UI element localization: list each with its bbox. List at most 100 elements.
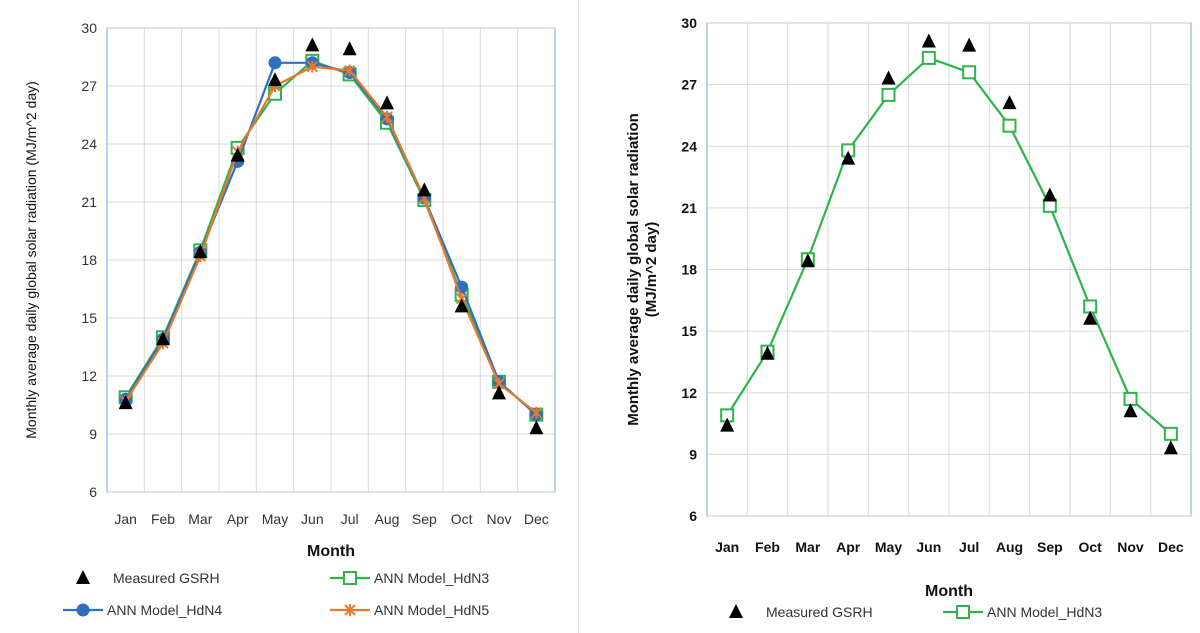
chart0-xtick-label: Feb [151, 511, 175, 527]
chart0-ytick-label: 27 [81, 78, 97, 94]
chart0-series-0 [118, 37, 544, 435]
chart0-legend-item-0: Measured GSRH [76, 570, 220, 586]
chart1-series-0-point [881, 70, 896, 85]
chart1-series-1-point [1163, 426, 1178, 441]
chart1-series-0-point [720, 417, 735, 432]
chart0-xtick-label: Mar [188, 511, 212, 527]
chart0-legend-label-0: Measured GSRH [113, 570, 220, 586]
chart0-legend-label-2: ANN Model_HdN4 [107, 602, 222, 618]
chart0-xtick-label: Jan [114, 511, 137, 527]
chart1-ytick-label: 18 [681, 262, 697, 278]
chart0-ytick-label: 9 [89, 426, 97, 442]
chart1-xtick-label: Nov [1117, 539, 1144, 555]
chart1-xtick-label: May [875, 539, 902, 555]
chart0-xtick-label: Dec [524, 511, 549, 527]
chart1-xtick-label: Jun [916, 539, 941, 555]
chart1-legend-item-1: ANN Model_HdN3 [943, 604, 1102, 620]
chart1-series-1-point [921, 50, 936, 65]
chart1-xtick-label: Jan [715, 539, 739, 555]
chart1-series-1-line [726, 56, 1172, 435]
chart0-series-0-point [156, 331, 170, 346]
chart0-series-3-point [381, 110, 393, 123]
chart-left: 6 9 12 15 18 21 24 27 30 Jan Feb Mar Apr May Jun Jul Aug… [23, 20, 556, 618]
chart1-legend-item-0: Measured GSRH [729, 604, 873, 620]
chart1-ytick-label: 9 [689, 446, 697, 462]
chart-right: 6 9 12 15 18 21 24 27 30 Jan Feb Mar Apr May Jun Jul Aug… [625, 15, 1192, 620]
chart1-series-1-point [962, 65, 977, 80]
chart0-xtick-label: Sep [412, 511, 437, 527]
chart1-series-0-point [800, 253, 815, 268]
chart1-series-1-point [881, 87, 896, 102]
chart1-series-1-point [1083, 299, 1098, 314]
chart1-x-axis-title: Month [925, 583, 973, 600]
chart0-series-0-point [268, 72, 282, 87]
chart0-xtick-label: Aug [375, 511, 400, 527]
chart0-series-0-point [342, 41, 357, 56]
chart1-ytick-label: 24 [681, 138, 697, 154]
chart1-series-0-point [1163, 440, 1178, 455]
chart0-series-0-point [454, 298, 469, 313]
chart1-series-1-point [1123, 391, 1138, 406]
chart1-xtick-label: Dec [1158, 539, 1184, 555]
chart1-xtick-label: Jul [959, 539, 979, 555]
chart0-xtick-label: Jul [341, 511, 359, 527]
chart0-xtick-label: Jun [301, 511, 324, 527]
chart0-legend-marker-3 [344, 604, 356, 616]
chart0-series-3-point [343, 64, 356, 77]
chart0-y-axis-title: Monthly average daily global solar radia… [23, 81, 39, 439]
chart0-xtick-label: Apr [227, 511, 249, 527]
chart1-series-0-point [1042, 187, 1057, 202]
chart1-xtick-label: Aug [996, 539, 1023, 555]
chart0-ytick-label: 18 [81, 252, 97, 268]
chart1-y-axis-title-line2: (MJ/m^2 day) [643, 222, 660, 317]
chart1-xtick-label: Sep [1037, 539, 1063, 555]
chart0-legend-item-3: ANN Model_HdN5 [330, 602, 489, 618]
chart1-series-0-point [760, 345, 775, 360]
chart1-ytick-label: 30 [681, 15, 697, 31]
chart0-series-0-point [529, 420, 544, 435]
chart1-legend-label-0: Measured GSRH [766, 604, 873, 620]
chart1-xtick-label: Mar [795, 539, 820, 555]
chart0-legend-marker-2 [76, 603, 90, 617]
chart0-legend-label-1: ANN Model_HdN3 [374, 570, 489, 586]
chart1-series-0-point [962, 37, 977, 52]
chart0-series-0-point [193, 244, 208, 259]
chart1-series-1 [720, 50, 1178, 441]
chart0-series-0-point [417, 182, 432, 197]
chart1-series-0-point [921, 33, 936, 48]
chart-right-panel: 6 9 12 15 18 21 24 27 30 Jan Feb Mar Apr May Jun Jul Aug… [608, 0, 1200, 633]
chart0-series-3-point [530, 406, 543, 419]
chart0-series-2-point [268, 56, 282, 70]
chart1-series-1-point [1042, 198, 1057, 213]
chart0-series-3-line [124, 65, 538, 414]
chart1-ytick-label: 21 [681, 200, 697, 216]
chart1-series-0-point [1123, 403, 1138, 418]
chart1-legend-marker-0 [729, 604, 743, 618]
chart0-series-0-point [492, 385, 506, 400]
chart1-series-0 [720, 33, 1178, 455]
chart0-ytick-label: 12 [81, 368, 97, 384]
chart0-ytick-label: 30 [81, 20, 97, 36]
chart0-series-0-point [380, 95, 394, 110]
chart1-ytick-label: 27 [681, 77, 697, 93]
chart1-legend-marker-1 [956, 605, 970, 619]
chart0-legend-item-2: ANN Model_HdN4 [63, 602, 222, 618]
chart1-ytick-label: 15 [681, 323, 697, 339]
chart0-legend-marker-0 [76, 570, 90, 584]
chart1-legend-label-1: ANN Model_HdN3 [987, 604, 1102, 620]
chart0-xtick-label: Oct [451, 511, 473, 527]
chart-left-panel: 6 9 12 15 18 21 24 27 30 Jan Feb Mar Apr May Jun Jul Aug… [0, 0, 579, 633]
chart1-xtick-label: Oct [1078, 539, 1102, 555]
chart0-series-0-point [118, 395, 133, 410]
chart0-series-0-point [230, 147, 245, 162]
chart1-series-0-point [841, 150, 856, 165]
chart0-series-3-point [306, 60, 319, 73]
chart1-series-0-point [1002, 95, 1017, 110]
chart0-legend-marker-1 [343, 571, 357, 585]
chart1-ytick-label: 6 [689, 508, 697, 524]
chart1-xtick-label: Feb [755, 539, 780, 555]
chart0-ytick-label: 21 [81, 194, 97, 210]
chart1-series-1-point [1002, 118, 1017, 133]
chart1-series-0-point [1083, 310, 1098, 325]
chart0-xtick-label: May [262, 511, 288, 527]
